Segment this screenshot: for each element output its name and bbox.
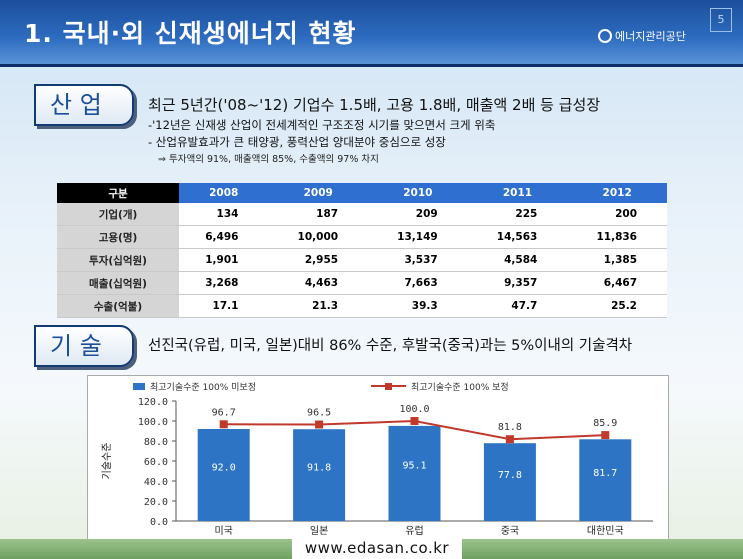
table-cell: 14,563 — [467, 225, 568, 249]
logo-text: 에너지관리공단 — [615, 30, 686, 43]
table-cell: 3,268 — [179, 271, 269, 295]
line-point — [601, 431, 610, 440]
table-row-label: 매출(십억원) — [57, 271, 179, 295]
x-tick-label: 일본 — [310, 525, 328, 537]
bar-value-label: 91.8 — [307, 463, 331, 474]
tech-chart: 최고기술수준 100% 미보정 최고기술수준 100% 보정 0.0 20.0 40.0… — [87, 375, 669, 540]
table-cell: 2,955 — [268, 248, 369, 272]
table-cell: 6,496 — [179, 225, 269, 249]
y-tick-label: 60.0 — [144, 457, 168, 468]
table-row: 매출(십억원) 3,268 4,463 7,663 9,357 6,467 — [57, 271, 667, 295]
bar — [483, 443, 536, 521]
y-tick-label: 100.0 — [138, 417, 168, 428]
table-row: 고용(명) 6,496 10,000 13,149 14,563 11,836 — [57, 225, 667, 249]
line-value-label: 96.7 — [212, 407, 236, 418]
table-cell: 4,584 — [467, 248, 568, 272]
table-cell: 187 — [268, 203, 369, 226]
y-axis-title: 기술수준 — [101, 443, 113, 480]
industry-table: 구분 2008 2009 2010 2011 2012 기업(개) 134 187 2… — [57, 183, 667, 318]
bar-value-label: 81.7 — [593, 468, 617, 479]
legend-line-marker — [385, 383, 392, 390]
table-header-year: 2010 — [368, 183, 468, 203]
bar — [579, 439, 632, 521]
line-point — [315, 420, 324, 429]
table-cell: 1,385 — [567, 248, 667, 272]
table-row-label: 수출(억불) — [57, 294, 179, 318]
table-row: 투자(십억원) 1,901 2,955 3,537 4,584 1,385 — [57, 248, 667, 272]
y-tick-label: 40.0 — [144, 477, 168, 488]
table-cell: 25.2 — [567, 294, 667, 318]
table-header-label: 구분 — [57, 183, 179, 203]
table-header-year: 2009 — [268, 183, 369, 203]
table-row: 기업(개) 134 187 209 225 200 — [57, 203, 667, 226]
line-value-label: 96.5 — [307, 408, 331, 419]
table-cell: 39.3 — [368, 294, 468, 318]
legend-bar-label: 최고기술수준 100% 미보정 — [150, 382, 256, 393]
table-row-label: 투자(십억원) — [57, 248, 179, 272]
table-row-label: 기업(개) — [57, 203, 179, 226]
tech-headline: 선진국(유럽, 미국, 일본)대비 86% 수준, 후발국(중국)과는 5%이내… — [148, 338, 633, 354]
bar — [388, 425, 441, 521]
table-cell: 209 — [368, 203, 468, 226]
x-tick-label: 유럽 — [405, 525, 423, 537]
legend-bar-swatch — [133, 383, 145, 390]
table-cell: 47.7 — [467, 294, 568, 318]
y-tick-label: 20.0 — [144, 497, 168, 508]
table-cell: 1,901 — [179, 248, 269, 272]
line-point — [505, 435, 514, 444]
table-cell: 225 — [467, 203, 568, 226]
tech-chart-svg: 최고기술수준 100% 미보정 최고기술수준 100% 보정 0.0 20.0 40.0… — [101, 382, 653, 537]
line-point — [219, 420, 228, 429]
logo-mark-icon — [598, 29, 612, 43]
table-header-year: 2008 — [179, 183, 269, 203]
industry-tab: 산 업 — [34, 84, 134, 126]
table-cell: 200 — [567, 203, 667, 226]
y-tick-label: 0.0 — [150, 517, 168, 528]
y-tick-label: 80.0 — [144, 437, 168, 448]
table-row-label: 고용(명) — [57, 225, 179, 249]
x-tick-label: 중국 — [501, 525, 519, 537]
footer-url: www.edasan.co.kr — [292, 538, 462, 559]
table-cell: 17.1 — [179, 294, 269, 318]
bar-value-label: 95.1 — [402, 461, 426, 472]
table-cell: 9,357 — [467, 271, 568, 295]
table-cell: 11,836 — [567, 225, 667, 249]
x-tick-label: 대한민국 — [587, 525, 624, 537]
line-value-label: 81.8 — [498, 422, 522, 433]
bar — [293, 429, 346, 521]
line-value-label: 100.0 — [399, 404, 429, 415]
title-bar: 1. 국내·외 신재생에너지 현황 에너지관리공단 5 — [0, 0, 743, 67]
table-cell: 3,537 — [368, 248, 468, 272]
table-cell: 7,663 — [368, 271, 468, 295]
table-cell: 134 — [179, 203, 269, 226]
table-cell: 6,467 — [567, 271, 667, 295]
page-number: 5 — [710, 8, 732, 32]
bar-value-label: 77.8 — [498, 470, 522, 481]
industry-bullet-1: -'12년은 신재생 산업이 전세계적인 구조조정 시기를 맞으면서 크게 위축 — [148, 118, 496, 132]
table-header-row: 구분 2008 2009 2010 2011 2012 — [57, 183, 667, 203]
table-cell: 13,149 — [368, 225, 468, 249]
table-header-year: 2011 — [467, 183, 568, 203]
bar — [197, 429, 250, 521]
page-title: 1. 국내·외 신재생에너지 현황 — [24, 19, 357, 48]
industry-bullet-2: - 산업유발효과가 큰 태양광, 풍력산업 양대분야 중심으로 성장 — [148, 135, 446, 149]
bar-value-label: 92.0 — [212, 462, 236, 473]
y-tick-label: 120.0 — [138, 397, 168, 408]
line-value-label: 85.9 — [593, 418, 617, 429]
logo: 에너지관리공단 — [598, 28, 686, 44]
industry-headline: 최근 5년간('08~'12) 기업수 1.5배, 고용 1.8배, 매출액 2… — [148, 96, 601, 114]
x-tick-label: 미국 — [214, 525, 232, 537]
table-cell: 21.3 — [268, 294, 369, 318]
table-cell: 10,000 — [268, 225, 369, 249]
tech-tab: 기 술 — [34, 325, 134, 367]
table-header-year: 2012 — [567, 183, 667, 203]
table-row: 수출(억불) 17.1 21.3 39.3 47.7 25.2 — [57, 294, 667, 318]
line-point — [410, 417, 419, 425]
legend-line-label: 최고기술수준 100% 보정 — [411, 382, 509, 393]
table-cell: 4,463 — [268, 271, 369, 295]
industry-bullet-3: ⇒ 투자액의 91%, 매출액의 85%, 수출액의 97% 차지 — [158, 154, 379, 165]
